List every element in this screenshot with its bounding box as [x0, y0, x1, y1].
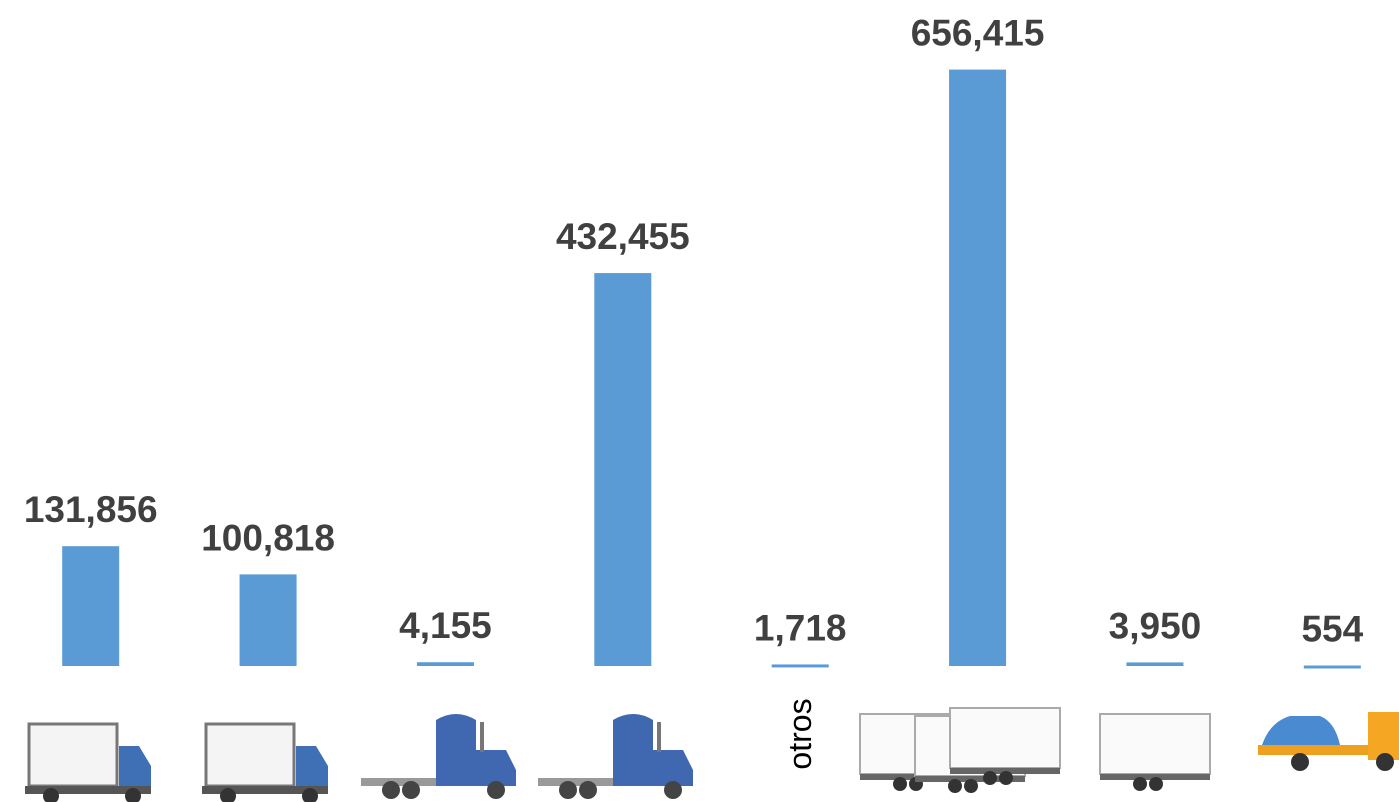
bar [62, 546, 119, 666]
value-label: 3,950 [1109, 605, 1202, 646]
bar [772, 664, 829, 667]
chart: 131,856 100,818 4,155 432,455 1,718 otros 656,… [0, 0, 1399, 802]
bar [594, 273, 651, 666]
value-label: 131,856 [24, 489, 158, 530]
semi-icon [538, 714, 693, 799]
bar [240, 574, 297, 666]
semi-icon [361, 714, 516, 799]
value-label: 656,415 [911, 13, 1045, 54]
icons [25, 708, 1399, 802]
tow-truck-icon [1258, 712, 1399, 771]
value-label: 4,155 [399, 605, 492, 646]
trailer-icon [1100, 714, 1210, 791]
value-label: 432,455 [556, 216, 690, 257]
bar [949, 70, 1006, 666]
value-label: 1,718 [754, 607, 847, 648]
truck-icon [202, 724, 328, 802]
value-label: 554 [1301, 608, 1363, 649]
bar [1126, 662, 1183, 666]
bar [1304, 665, 1361, 668]
x-tick-label: otros [782, 698, 818, 769]
bar [417, 662, 474, 666]
truck-icon [25, 724, 151, 802]
value-label: 100,818 [201, 517, 335, 558]
trailers-icon [860, 708, 1060, 793]
